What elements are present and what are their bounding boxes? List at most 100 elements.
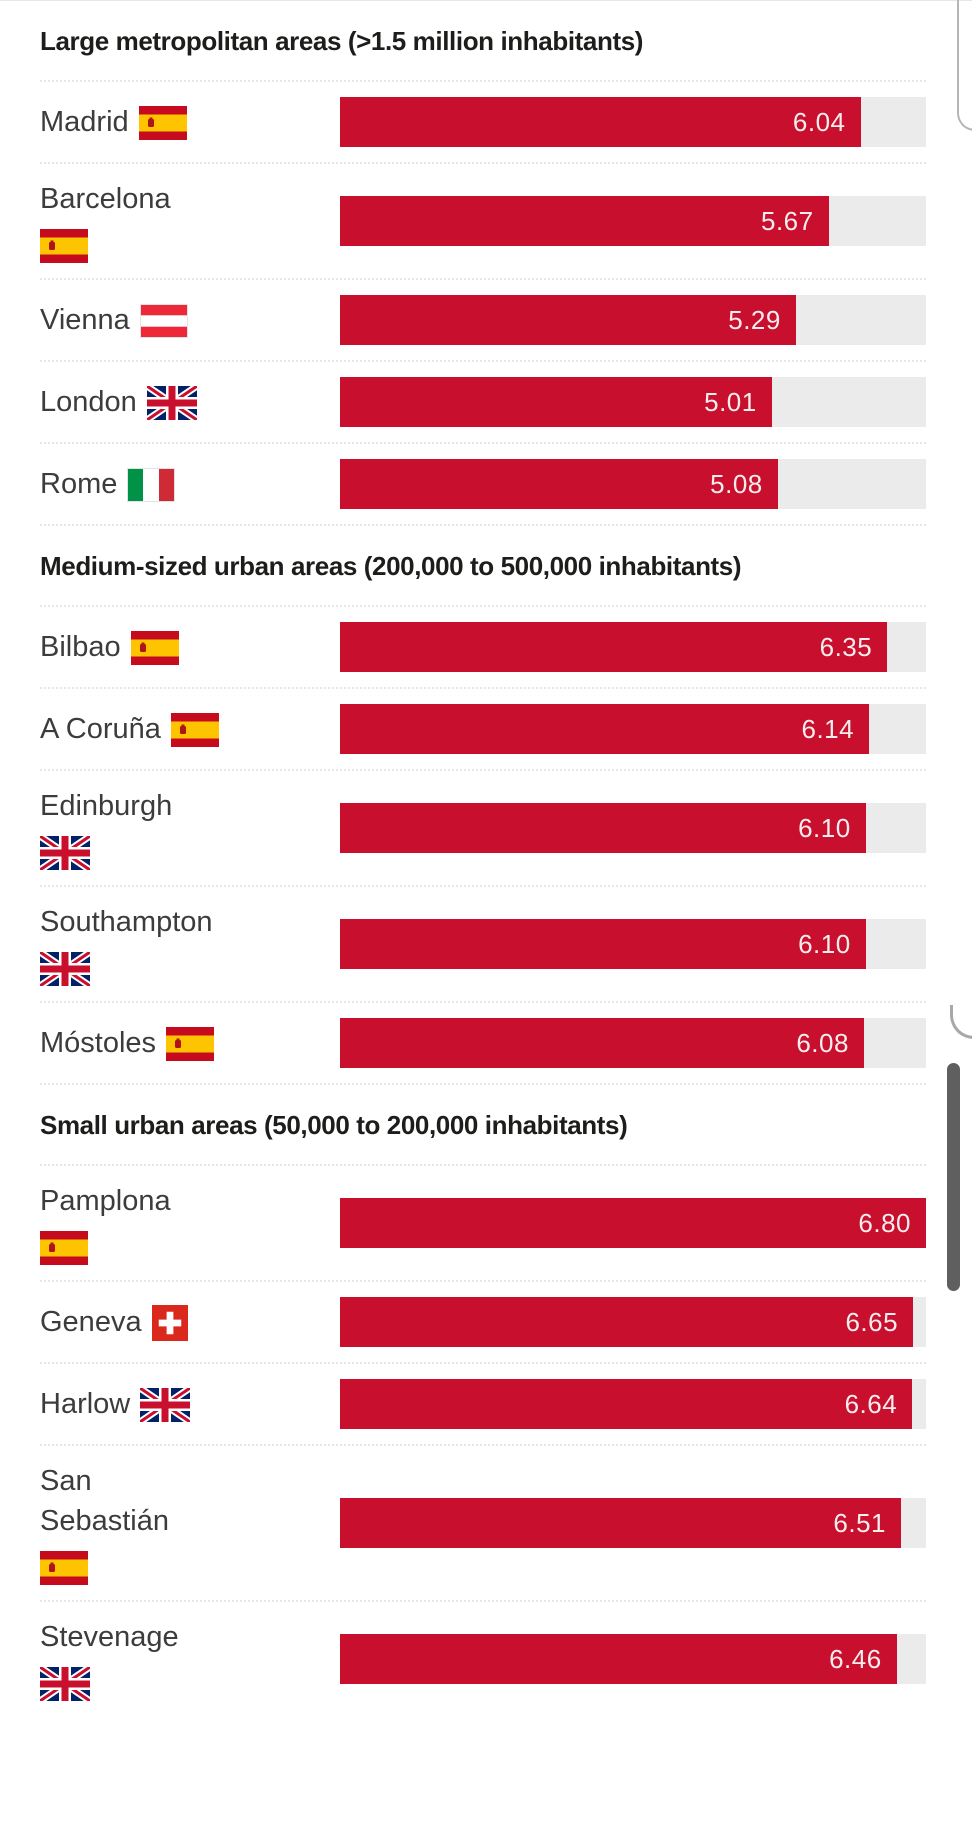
bar-value-label: 6.08 xyxy=(796,1027,849,1058)
city-label: Barcelona xyxy=(40,179,294,263)
bar-track: 6.04 xyxy=(340,97,926,147)
card-corner-top-decoration xyxy=(957,0,972,131)
bar-track: 6.08 xyxy=(340,1018,926,1068)
bar: 6.80 xyxy=(340,1198,926,1248)
section-title: Small urban areas (50,000 to 200,000 inh… xyxy=(40,1110,628,1140)
chart-row: London 5.01 xyxy=(40,362,926,442)
bar: 5.67 xyxy=(340,196,829,246)
bar-track: 6.46 xyxy=(340,1634,926,1684)
section-title: Large metropolitan areas (>1.5 million i… xyxy=(40,26,644,56)
chart-row: Madrid 6.04 xyxy=(40,82,926,162)
section-title: Medium-sized urban areas (200,000 to 500… xyxy=(40,551,742,581)
row-divider xyxy=(40,769,926,771)
bar-value-label: 5.08 xyxy=(710,468,763,499)
city-label: Pamplona xyxy=(40,1181,294,1265)
chart: Large metropolitan areas (>1.5 million i… xyxy=(0,1,972,1716)
bar: 6.08 xyxy=(340,1018,864,1068)
flag-spain-icon xyxy=(166,1027,215,1062)
bar-value-label: 6.35 xyxy=(819,631,873,662)
scrollbar-thumb[interactable] xyxy=(947,1063,960,1291)
row-divider xyxy=(40,162,926,164)
bar-track: 5.67 xyxy=(340,196,926,246)
chart-row: Pamplona 6.80 xyxy=(40,1166,926,1280)
city-name: Madrid xyxy=(40,106,129,138)
city-label: Móstoles xyxy=(40,1023,294,1063)
flag-spain-icon xyxy=(40,1231,294,1265)
city-label: Geneva xyxy=(40,1302,294,1342)
flag-spain-icon xyxy=(130,631,179,666)
city-label: Madrid xyxy=(40,102,294,142)
row-divider xyxy=(40,885,926,887)
city-label: Rome xyxy=(40,464,294,504)
row-divider xyxy=(40,1001,926,1003)
bar-value-label: 6.64 xyxy=(844,1388,898,1419)
row-divider xyxy=(40,1600,926,1602)
bar-track: 6.64 xyxy=(340,1379,926,1429)
bar-value-label: 5.29 xyxy=(728,304,781,335)
bar: 5.01 xyxy=(340,377,772,427)
bar-value-label: 5.01 xyxy=(704,386,757,417)
bar: 6.35 xyxy=(340,622,888,672)
bar-value-label: 6.51 xyxy=(833,1507,886,1538)
row-divider xyxy=(40,80,926,82)
bar: 6.10 xyxy=(340,919,866,969)
bar-track: 6.10 xyxy=(340,803,926,853)
city-name: Bilbao xyxy=(40,631,121,663)
city-name: Rome xyxy=(40,468,118,500)
chart-row: A Coruña 6.14 xyxy=(40,689,926,769)
city-label: Bilbao xyxy=(40,627,294,667)
bar-track: 6.51 xyxy=(340,1498,926,1548)
bar-track: 5.01 xyxy=(340,377,926,427)
bar-track: 6.14 xyxy=(340,704,926,754)
city-name: Móstoles xyxy=(40,1027,157,1059)
city-name: Geneva xyxy=(40,1306,142,1338)
bar-value-label: 6.46 xyxy=(829,1643,882,1674)
city-name: Harlow xyxy=(40,1388,131,1420)
row-divider xyxy=(40,442,926,444)
flag-uk-icon xyxy=(146,386,197,421)
row-divider xyxy=(40,1164,926,1166)
city-label: Harlow xyxy=(40,1384,294,1424)
bar-track: 5.08 xyxy=(340,459,926,509)
city-name: Edinburgh xyxy=(40,790,173,822)
city-label: A Coruña xyxy=(40,709,294,749)
row-divider xyxy=(40,1083,926,1085)
bar: 5.08 xyxy=(340,459,778,509)
flag-uk-icon xyxy=(40,836,294,870)
row-divider xyxy=(40,1362,926,1364)
row-divider xyxy=(40,605,926,607)
chart-row: Stevenage 6.46 xyxy=(40,1602,926,1716)
row-divider xyxy=(40,524,926,526)
flag-austria-icon xyxy=(139,304,188,339)
bar: 6.65 xyxy=(340,1297,914,1347)
bar-value-label: 6.80 xyxy=(858,1207,911,1238)
city-name: San Sebastián xyxy=(40,1465,169,1537)
city-name: Stevenage xyxy=(40,1621,179,1653)
row-divider xyxy=(40,360,926,362)
bar-value-label: 6.14 xyxy=(801,713,855,744)
city-label: Edinburgh xyxy=(40,786,294,870)
bar: 5.29 xyxy=(340,295,796,345)
chart-row: Rome 5.08 xyxy=(40,444,926,524)
chart-row: Edinburgh 6.10 xyxy=(40,771,926,885)
bar-value-label: 6.10 xyxy=(798,928,851,959)
bar-value-label: 6.04 xyxy=(792,106,846,137)
city-name: Southampton xyxy=(40,906,213,938)
bar-value-label: 6.10 xyxy=(798,812,851,843)
bar-value-label: 6.65 xyxy=(845,1306,899,1337)
chart-row: San Sebastián 6.51 xyxy=(40,1446,926,1600)
flag-spain-icon xyxy=(40,229,294,263)
bar-track: 6.10 xyxy=(340,919,926,969)
chart-row: Vienna 5.29 xyxy=(40,280,926,360)
city-name: Vienna xyxy=(40,304,130,336)
bar: 6.04 xyxy=(340,97,861,147)
bar-track: 5.29 xyxy=(340,295,926,345)
row-divider xyxy=(40,1280,926,1282)
chart-row: Móstoles 6.08 xyxy=(40,1003,926,1083)
flag-uk-icon xyxy=(140,1388,191,1423)
flag-spain-icon xyxy=(138,106,187,141)
city-name: London xyxy=(40,386,137,418)
flag-uk-icon xyxy=(40,952,294,986)
chart-row: Geneva 6.65 xyxy=(40,1282,926,1362)
flag-spain-icon xyxy=(40,1551,294,1585)
